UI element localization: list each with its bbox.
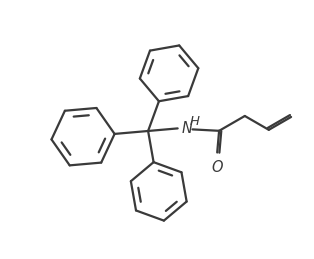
Text: O: O <box>211 160 223 175</box>
Text: N: N <box>181 121 192 136</box>
Text: H: H <box>190 115 199 128</box>
